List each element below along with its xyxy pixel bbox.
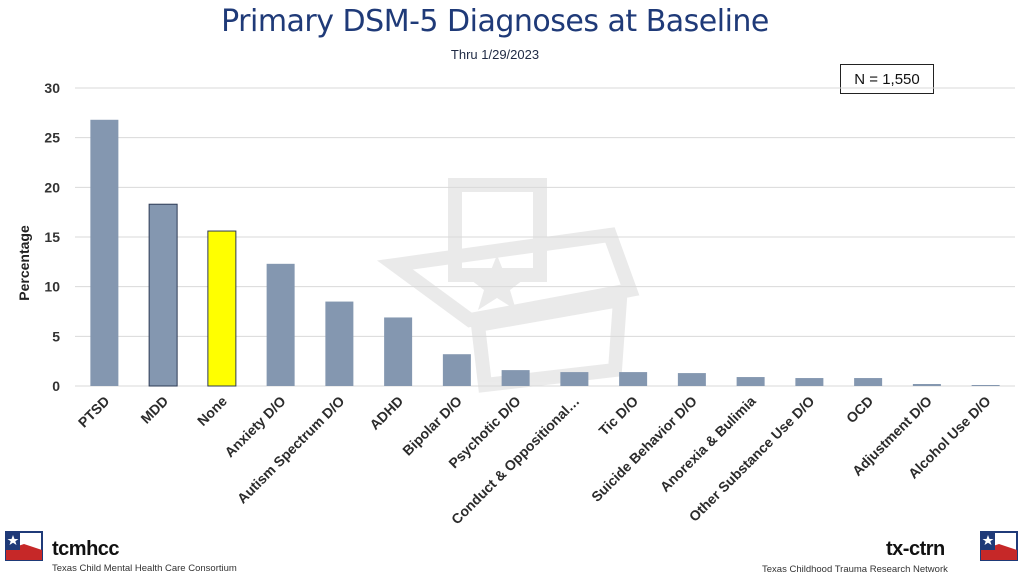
bar-anorexia-bulimia [736,377,765,386]
bars [90,119,1000,387]
texas-flag-icon [980,531,1018,561]
x-tick-label: OCD [843,393,876,426]
tx-ctrn-logo: tx-ctrn Texas Childhood Trauma Research … [755,520,1024,576]
bar-conduct-oppositional [560,372,589,386]
bar-adhd [384,317,413,386]
y-tick-labels: 0 5 10 15 20 25 30 [44,80,60,394]
x-tick-label: Conduct & Oppositional… [448,393,583,528]
x-tick-label: Autism Spectrum D/O [234,393,348,507]
chart-subtitle: Thru 1/29/2023 [450,47,540,62]
watermark-logo [376,178,640,393]
right-logo-name: tx-ctrn [886,538,945,560]
bar-mdd [148,203,178,387]
x-tick-label: Tic D/O [595,393,641,439]
tcmhcc-logo: tcmhcc Texas Child Mental Health Care Co… [0,520,240,576]
x-tick-label: PTSD [75,393,113,431]
bar-other-substance-use-d-o [795,378,824,386]
x-tick-label: MDD [137,393,171,427]
bar-suicide-behavior-d-o [677,373,706,386]
bar-alcohol-use-d-o [971,385,1000,386]
x-tick-label: Other Substance Use D/O [686,393,818,525]
bar-autism-spectrum-d-o [325,301,354,386]
y-tick-label: 15 [44,229,60,245]
chart-title: Primary DSM-5 Diagnoses at Baseline [221,4,769,39]
x-tick-label: None [194,393,230,429]
bar-ptsd [90,119,119,386]
bar-none [207,230,237,387]
y-tick-label: 20 [44,179,60,195]
texas-flag-icon [5,531,43,561]
y-tick-label: 25 [44,130,60,146]
y-tick-label: 10 [44,279,60,295]
bar-ocd [854,378,883,386]
y-tick-label: 30 [44,80,60,96]
x-tick-label: ADHD [366,393,406,433]
left-logo-subtitle: Texas Child Mental Health Care Consortiu… [52,563,237,574]
x-tick-label: Suicide Behavior D/O [588,393,700,505]
bar-bipolar-d-o [442,354,471,386]
sample-size-box: N = 1,550 [840,64,934,94]
bar-psychotic-d-o [501,370,530,386]
y-tick-label: 0 [52,378,60,394]
bar-adjustment-d-o [912,384,941,386]
x-tick-label: Anorexia & Bulimia [657,393,759,495]
right-logo-subtitle: Texas Childhood Trauma Research Network [762,564,948,575]
bar-anxiety-d-o [266,263,295,386]
bar-tic-d-o [619,372,648,386]
y-tick-label: 5 [52,328,60,344]
left-logo-name: tcmhcc [52,538,120,560]
